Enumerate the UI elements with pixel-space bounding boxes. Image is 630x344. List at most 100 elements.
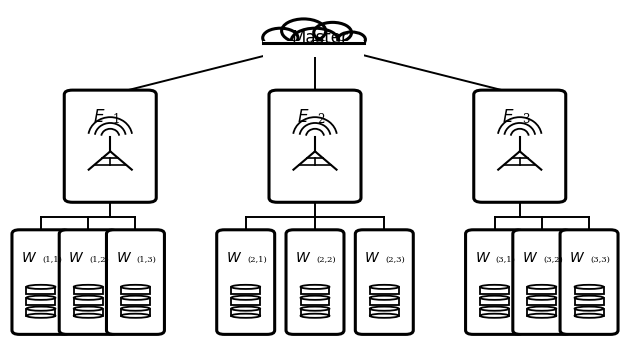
FancyBboxPatch shape <box>355 230 413 334</box>
Text: (1,3): (1,3) <box>137 256 157 264</box>
Bar <box>575 287 604 294</box>
Bar <box>74 287 103 294</box>
Text: (2,1): (2,1) <box>247 256 266 264</box>
Ellipse shape <box>575 285 604 289</box>
FancyBboxPatch shape <box>513 230 571 334</box>
Text: $W$: $W$ <box>364 251 381 265</box>
Bar <box>480 298 509 305</box>
Bar <box>480 309 509 316</box>
Bar <box>527 309 556 316</box>
Bar <box>480 287 509 294</box>
Text: (2,3): (2,3) <box>386 256 405 264</box>
Ellipse shape <box>370 307 399 311</box>
Ellipse shape <box>121 296 150 300</box>
Ellipse shape <box>527 307 556 311</box>
Text: $W$: $W$ <box>569 251 585 265</box>
Circle shape <box>282 19 326 43</box>
Text: (2,2): (2,2) <box>316 256 336 264</box>
Bar <box>301 309 329 316</box>
Ellipse shape <box>480 307 509 311</box>
Ellipse shape <box>527 285 556 289</box>
Ellipse shape <box>527 296 556 300</box>
Bar <box>74 298 103 305</box>
FancyBboxPatch shape <box>59 230 117 334</box>
Circle shape <box>338 32 365 47</box>
Text: (1,2): (1,2) <box>89 256 109 264</box>
Ellipse shape <box>370 285 399 289</box>
Text: $E$: $E$ <box>297 109 310 126</box>
Bar <box>121 287 150 294</box>
Bar <box>575 309 604 316</box>
Bar <box>370 298 399 305</box>
Text: 3: 3 <box>522 113 530 126</box>
Ellipse shape <box>575 307 604 311</box>
Bar <box>121 309 150 316</box>
Ellipse shape <box>301 296 329 300</box>
Ellipse shape <box>301 285 329 289</box>
Bar <box>26 298 55 305</box>
Ellipse shape <box>26 285 55 289</box>
Ellipse shape <box>74 314 103 318</box>
Text: $W$: $W$ <box>295 251 311 265</box>
Bar <box>231 287 260 294</box>
Text: 1: 1 <box>113 113 120 126</box>
Ellipse shape <box>231 314 260 318</box>
Bar <box>527 287 556 294</box>
Bar <box>121 298 150 305</box>
Ellipse shape <box>370 314 399 318</box>
Ellipse shape <box>121 285 150 289</box>
Text: $W$: $W$ <box>522 251 538 265</box>
Bar <box>370 287 399 294</box>
Ellipse shape <box>370 296 399 300</box>
Circle shape <box>314 22 352 43</box>
FancyBboxPatch shape <box>474 90 566 202</box>
Bar <box>301 298 329 305</box>
Ellipse shape <box>480 296 509 300</box>
Text: $W$: $W$ <box>474 251 491 265</box>
Bar <box>231 309 260 316</box>
Bar <box>263 41 364 57</box>
FancyBboxPatch shape <box>12 230 70 334</box>
Text: $W$: $W$ <box>226 251 242 265</box>
FancyBboxPatch shape <box>560 230 618 334</box>
Bar <box>301 287 329 294</box>
Bar <box>370 309 399 316</box>
Ellipse shape <box>480 285 509 289</box>
Ellipse shape <box>26 296 55 300</box>
Bar <box>74 309 103 316</box>
FancyBboxPatch shape <box>269 90 361 202</box>
Ellipse shape <box>301 314 329 318</box>
Text: $E$: $E$ <box>502 109 515 126</box>
Ellipse shape <box>480 314 509 318</box>
Ellipse shape <box>231 285 260 289</box>
Ellipse shape <box>74 285 103 289</box>
Ellipse shape <box>575 314 604 318</box>
Ellipse shape <box>231 307 260 311</box>
Ellipse shape <box>121 314 150 318</box>
Ellipse shape <box>121 307 150 311</box>
Ellipse shape <box>74 307 103 311</box>
Ellipse shape <box>527 314 556 318</box>
Text: $W$: $W$ <box>21 251 37 265</box>
FancyBboxPatch shape <box>217 230 275 334</box>
Circle shape <box>291 28 339 54</box>
Text: (3,3): (3,3) <box>590 256 610 264</box>
Text: 2: 2 <box>318 113 325 126</box>
Bar <box>527 298 556 305</box>
Ellipse shape <box>74 296 103 300</box>
Text: $W$: $W$ <box>115 251 132 265</box>
Ellipse shape <box>301 307 329 311</box>
FancyBboxPatch shape <box>64 90 156 202</box>
Ellipse shape <box>231 296 260 300</box>
Ellipse shape <box>575 296 604 300</box>
Text: (3,1): (3,1) <box>496 256 516 264</box>
Bar <box>26 287 55 294</box>
Text: (1,1): (1,1) <box>42 256 62 264</box>
Text: (3,2): (3,2) <box>543 256 563 264</box>
Ellipse shape <box>26 314 55 318</box>
Circle shape <box>263 28 298 47</box>
FancyBboxPatch shape <box>466 230 524 334</box>
Ellipse shape <box>26 307 55 311</box>
Text: Master: Master <box>292 29 348 47</box>
Bar <box>26 309 55 316</box>
